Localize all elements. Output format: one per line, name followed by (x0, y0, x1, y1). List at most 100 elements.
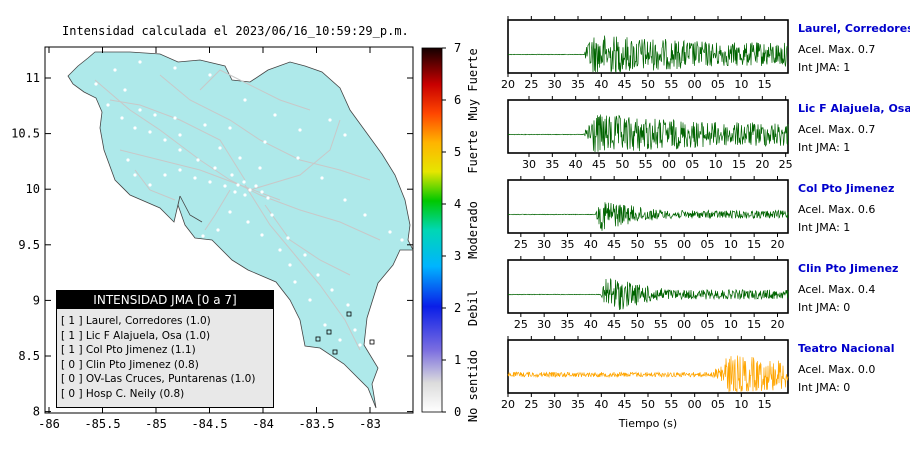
panel-x-tick-label: 05 (701, 238, 715, 251)
legend-row: [ 1 ] Col Pto Jimenez (1.1) (61, 344, 196, 357)
acel-max: Acel. Max. 0.7 (798, 123, 875, 136)
panel-x-tick-label: 15 (758, 398, 772, 411)
map-x-tick-label: -85 (145, 417, 167, 431)
city-dot (216, 228, 220, 232)
city-dot (133, 126, 137, 130)
city-dot (246, 220, 250, 224)
colorbar-scale (421, 47, 443, 413)
city-dot (230, 173, 234, 177)
waveform-panel: 25 30 35 40 45 50 55 00 05 10 15 20 Col Pto Jimenez A… (507, 176, 894, 251)
nicoya-gulf-shore (179, 195, 203, 223)
city-dot (196, 158, 200, 162)
city-dot (236, 183, 240, 187)
panel-x-tick-label: 35 (561, 238, 575, 251)
map-y-tick-label: 8.5 (18, 349, 40, 363)
city-dot (138, 108, 142, 112)
city-dot (328, 118, 332, 122)
panel-x-tick-label: 45 (607, 238, 621, 251)
panel-x-tick-label: 00 (662, 158, 676, 171)
city-dot (94, 82, 98, 86)
map-y-tick-label: 11 (26, 71, 40, 85)
colorbar-tick-label: 7 (454, 41, 461, 55)
city-dot (388, 230, 392, 234)
acel-max: Acel. Max. 0.4 (798, 283, 875, 296)
panel-x-tick-label: 50 (641, 398, 655, 411)
city-dot (120, 116, 124, 120)
map-title: Intensidad calculada el 2023/06/16_10:59… (62, 24, 409, 38)
panel-x-tick-label: 10 (724, 238, 738, 251)
panel-x-tick-label: 10 (709, 158, 723, 171)
colorbar-tick-label: 4 (454, 197, 461, 211)
station-dots (94, 60, 404, 347)
costa-rica-land (67, 51, 414, 409)
colorbar-category-label: No sentido (466, 350, 480, 422)
panel-x-tick-label: 15 (758, 78, 772, 91)
panel-x-tick-label: 35 (561, 318, 575, 331)
panel-x-tick-label: 40 (584, 318, 598, 331)
panel-frame (507, 179, 789, 234)
colorbar-tick-label: 1 (454, 353, 461, 367)
city-dot (178, 148, 182, 152)
city-dot (243, 98, 247, 102)
city-dot (330, 288, 334, 292)
legend-row: [ 1 ] Lic F Alajuela, Osa (1.0) (61, 329, 211, 342)
panel-x-tick-label: 40 (584, 238, 598, 251)
city-dot (228, 210, 232, 214)
traces-x-label: Tiempo (s) (618, 417, 677, 430)
panel-x-tick-label: 50 (641, 78, 655, 91)
city-dot (208, 73, 212, 77)
city-dot (320, 176, 324, 180)
city-dot (296, 156, 300, 160)
legend-title: INTENSIDAD JMA [0 a 7] (57, 291, 273, 309)
station-name: Col Pto Jimenez (798, 182, 894, 195)
int-jma: Int JMA: 1 (798, 221, 850, 234)
city-dot (163, 173, 167, 177)
station-name: Lic F Alajuela, Osa (798, 102, 910, 115)
panel-x-tick-label: 55 (654, 238, 668, 251)
city-dot (260, 190, 264, 194)
waveform-panel: 30 35 40 45 50 55 00 05 10 15 20 25 Lic F Alajuela, … (507, 96, 910, 171)
panel-x-tick-label: 10 (734, 398, 748, 411)
city-dot (400, 238, 404, 242)
panel-x-tick-label: 45 (592, 158, 606, 171)
legend-list: [ 1 ] Laurel, Corredores (1.0) [ 1 ] Lic… (57, 309, 273, 402)
int-jma: Int JMA: 0 (798, 301, 850, 314)
city-dot (343, 133, 347, 137)
panel-x-tick-label: 45 (618, 398, 632, 411)
panel-x-tick-label: 10 (734, 78, 748, 91)
panel-x-tick-label: 25 (514, 238, 528, 251)
panel-x-tick-label: 25 (524, 78, 538, 91)
city-dot (270, 213, 274, 217)
map-y-axis: 11 10.5 10 9.5 9 8.5 8 (11, 71, 413, 419)
panel-x-tick-label: 30 (537, 318, 551, 331)
intensity-colorbar: 0 1 2 3 4 5 6 7 No sentido Debil Moderado Fuerte Mu… (421, 41, 480, 422)
city-dot (201, 234, 205, 238)
city-dot (193, 176, 197, 180)
city-dot (343, 198, 347, 202)
city-dot (358, 343, 362, 347)
int-jma: Int JMA: 0 (798, 381, 850, 394)
panel-x-tick-label: 35 (571, 398, 585, 411)
map-x-tick-label: -84 (252, 417, 274, 431)
waveform-panel: 25 30 35 40 45 50 55 00 05 10 15 20 Clin Pto Jimenez… (507, 256, 898, 331)
city-dot (138, 60, 142, 64)
station-name: Teatro Nacional (798, 342, 895, 355)
panel-x-tick-label: 30 (522, 158, 536, 171)
colorbar-category-label: Fuerte (466, 130, 480, 173)
panel-x-tick-label: 40 (569, 158, 583, 171)
panel-x-tick-label: 00 (688, 398, 702, 411)
city-dot (178, 133, 182, 137)
city-dot (286, 236, 290, 240)
intensity-legend: INTENSIDAD JMA [0 a 7] [ 1 ] Laurel, Cor… (56, 290, 274, 408)
city-dot (242, 180, 246, 184)
panel-x-tick-label: 15 (747, 238, 761, 251)
map-x-tick-label: -86 (38, 417, 60, 431)
city-dot (248, 188, 252, 192)
colorbar-category-label: Muy Fuerte (466, 48, 480, 120)
colorbar-tick-label: 3 (454, 249, 461, 263)
city-dot (178, 168, 182, 172)
panel-x-tick-label: 40 (594, 78, 608, 91)
panel-x-tick-label: 25 (779, 158, 793, 171)
city-dot (163, 138, 167, 142)
city-dot (113, 68, 117, 72)
